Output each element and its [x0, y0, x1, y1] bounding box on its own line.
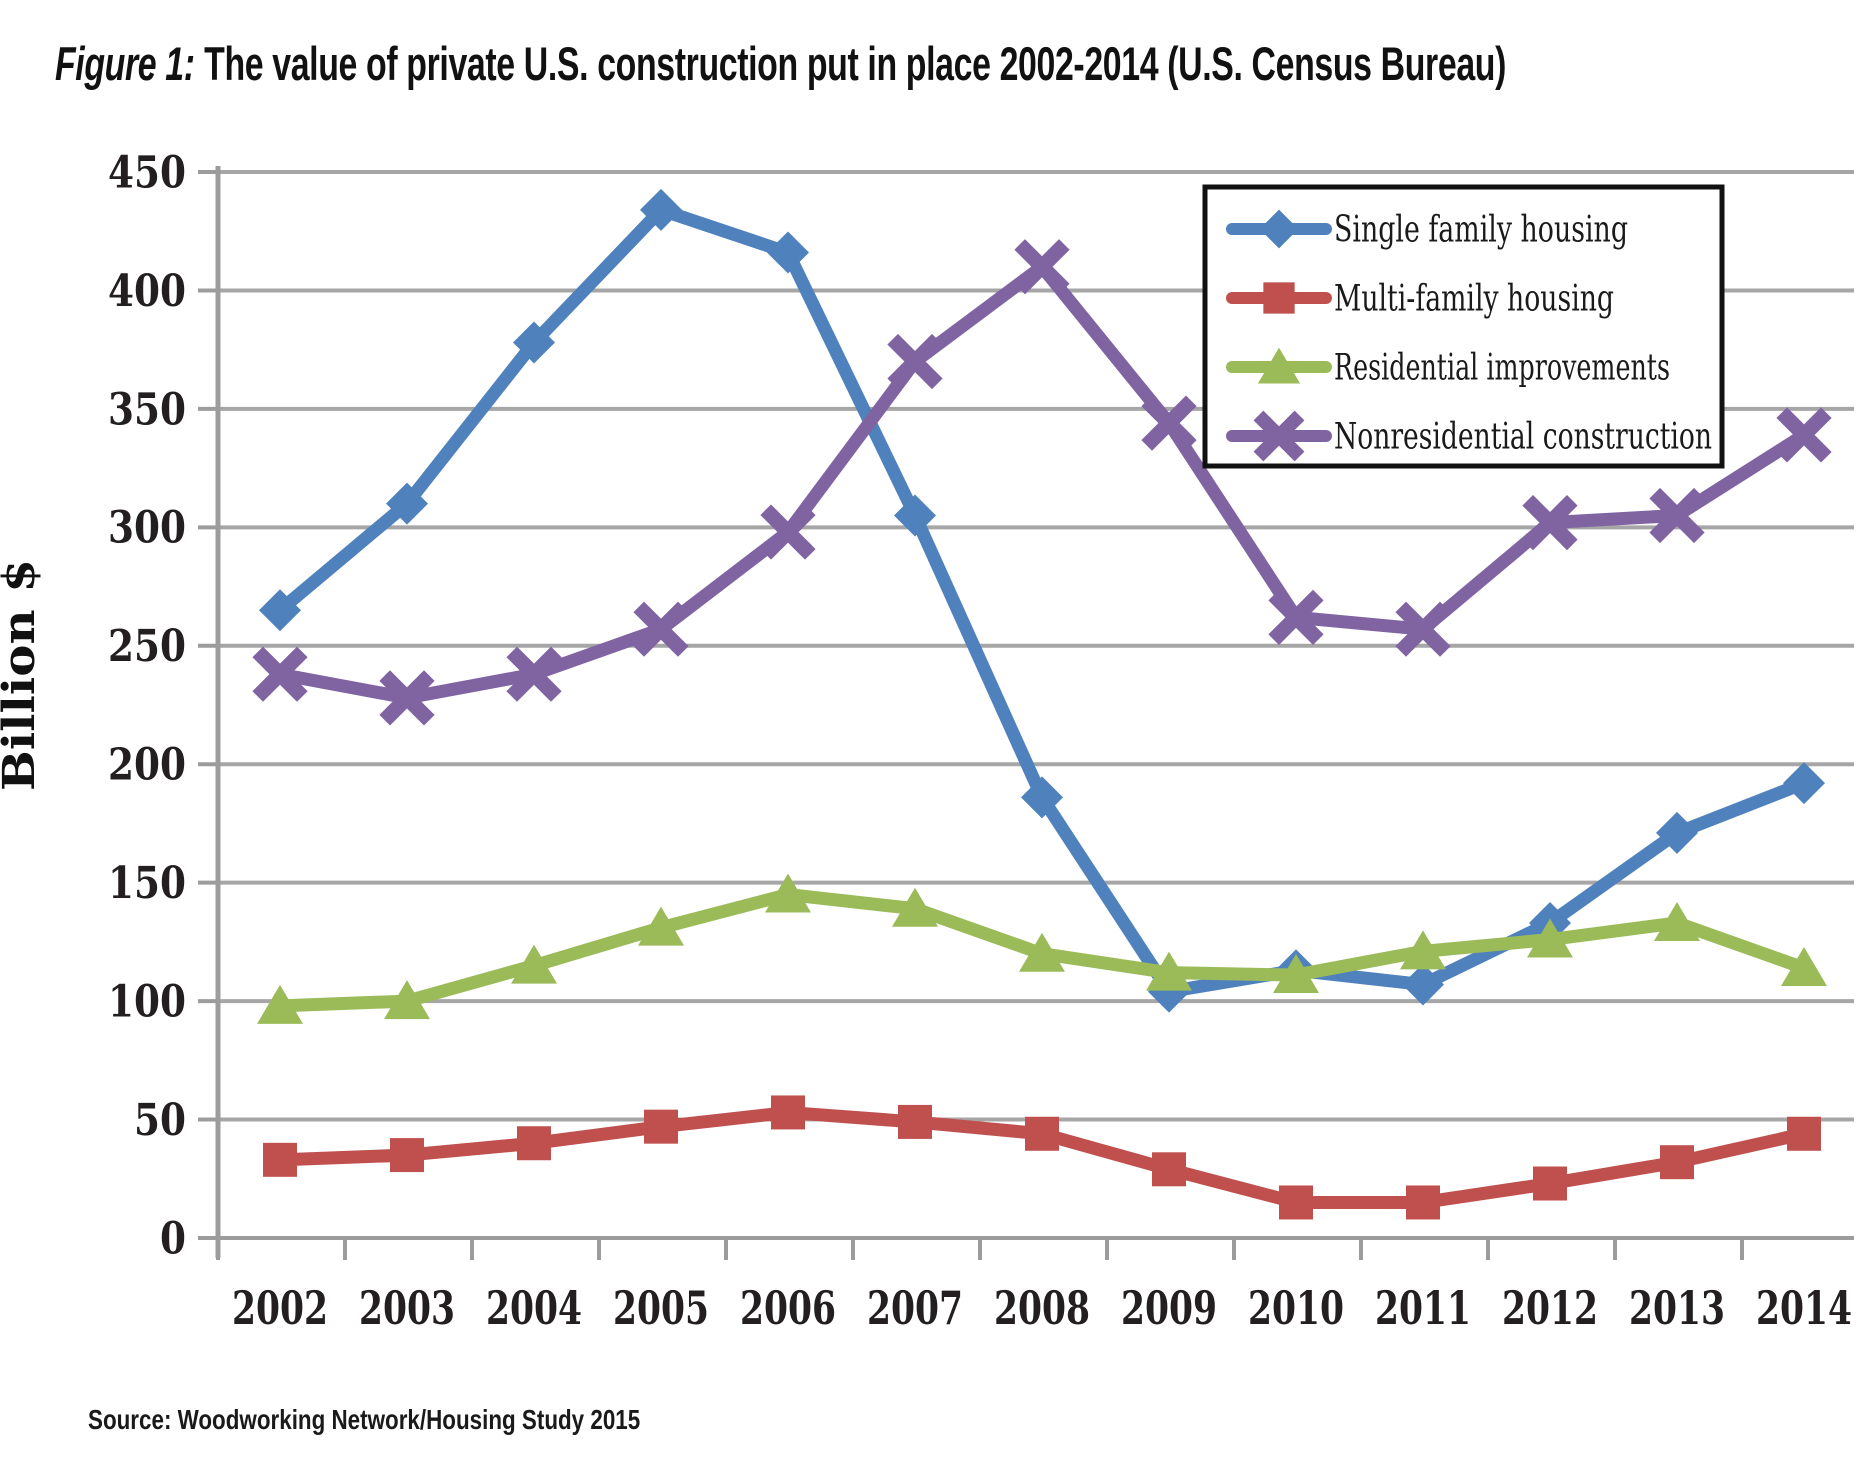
data-point-marker-triangle — [1257, 347, 1301, 384]
data-point-marker-square — [517, 1126, 551, 1161]
data-point-marker-x — [887, 333, 943, 390]
data-point-marker-diamond — [767, 231, 809, 274]
y-tick-label: 0 — [160, 1213, 186, 1264]
data-point-marker-x — [760, 504, 816, 560]
data-point-marker-x — [506, 646, 562, 702]
data-point-marker-x — [1649, 487, 1705, 544]
data-point-marker-triangle — [257, 984, 303, 1024]
data-point-marker-triangle — [1654, 901, 1700, 941]
legend-item-multi-family-housing: Multi-family housing — [1226, 279, 1614, 320]
series-nonresidential-construction — [252, 239, 1832, 726]
x-tick-label: 2005 — [613, 1281, 709, 1335]
data-point-marker-x — [1776, 407, 1832, 463]
y-tick-label: 400 — [108, 266, 186, 317]
data-point-marker-square — [390, 1138, 424, 1173]
y-tick-label: 50 — [134, 1095, 186, 1146]
y-tick-label: 300 — [108, 503, 186, 554]
data-point-marker-diamond — [1021, 776, 1063, 819]
figure-title-text: The value of private U.S. construction p… — [204, 37, 1507, 90]
data-point-marker-diamond — [1656, 811, 1698, 854]
figure-title: Figure 1: The value of private U.S. const… — [55, 36, 1506, 91]
x-tick-label: 2013 — [1629, 1281, 1725, 1335]
x-tick-label: 2012 — [1502, 1281, 1598, 1335]
data-point-marker-square — [1025, 1116, 1059, 1151]
y-tick-label: 350 — [108, 384, 186, 435]
data-point-marker-triangle — [765, 873, 811, 913]
x-tick-label: 2006 — [740, 1281, 836, 1335]
data-point-marker-triangle — [1527, 918, 1573, 958]
x-tick-label: 2008 — [994, 1281, 1090, 1335]
data-point-marker-square — [1406, 1185, 1440, 1220]
data-point-marker-diamond — [640, 188, 682, 231]
data-point-marker-diamond — [513, 321, 555, 364]
data-point-marker-diamond — [1259, 209, 1299, 249]
data-point-marker-x — [633, 601, 689, 657]
data-point-marker-triangle — [1146, 951, 1192, 991]
legend-item-residential-improvements: Residential improvements — [1226, 347, 1670, 389]
y-tick-label: 200 — [108, 740, 186, 791]
data-point-marker-square — [1263, 282, 1295, 314]
y-axis-title: Billion $ — [0, 559, 45, 791]
series-residential-improvements — [257, 873, 1827, 1024]
legend-label: Residential improvements — [1334, 348, 1670, 389]
data-point-marker-x — [1268, 589, 1324, 645]
data-point-marker-x — [1014, 239, 1070, 295]
data-point-marker-triangle — [1781, 946, 1827, 986]
data-point-marker-diamond — [1783, 762, 1825, 805]
legend-label: Multi-family housing — [1334, 279, 1614, 320]
x-tick-label: 2014 — [1756, 1281, 1852, 1335]
series-multi-family-housing — [263, 1095, 1821, 1220]
data-point-marker-triangle — [384, 980, 430, 1020]
x-tick-label: 2011 — [1375, 1281, 1471, 1335]
data-point-marker-triangle — [511, 944, 557, 984]
data-point-marker-triangle — [638, 906, 684, 946]
data-point-marker-triangle — [1019, 932, 1065, 972]
legend-item-nonresidential-construction: Nonresidential construction — [1226, 410, 1712, 462]
legend-label: Nonresidential construction — [1334, 417, 1712, 458]
data-point-marker-diamond — [1402, 963, 1444, 1006]
y-tick-label: 150 — [108, 858, 186, 909]
data-point-marker-square — [771, 1095, 805, 1130]
data-point-marker-triangle — [1273, 954, 1319, 994]
data-point-marker-square — [1152, 1152, 1186, 1187]
data-point-marker-triangle — [1400, 930, 1446, 970]
y-tick-label: 250 — [108, 621, 186, 672]
data-point-marker-x — [252, 646, 308, 702]
x-tick-label: 2007 — [867, 1281, 963, 1335]
data-point-marker-square — [263, 1142, 297, 1177]
source-caption: Source: Woodworking Network/Housing Stud… — [88, 1404, 641, 1435]
data-point-marker-square — [1660, 1145, 1694, 1180]
data-point-marker-square — [898, 1104, 932, 1139]
figure-title-prefix: Figure 1: — [55, 37, 195, 90]
x-tick-label: 2004 — [486, 1281, 582, 1335]
legend-label: Single family housing — [1334, 210, 1628, 251]
data-point-marker-x — [1522, 494, 1578, 551]
legend-item-single-family-housing: Single family housing — [1226, 209, 1628, 251]
x-tick-label: 2003 — [359, 1281, 455, 1335]
legend: Single family housing Multi-family housin… — [1202, 184, 1725, 469]
x-tick-label: 2002 — [232, 1281, 328, 1335]
data-point-marker-diamond — [894, 494, 936, 537]
y-tick-label: 100 — [108, 977, 186, 1028]
data-point-marker-diamond — [386, 482, 428, 525]
data-point-marker-triangle — [892, 887, 938, 927]
data-point-marker-x — [1395, 601, 1451, 657]
data-point-marker-square — [1787, 1116, 1821, 1151]
data-point-marker-x — [379, 670, 435, 726]
y-tick-label: 450 — [108, 147, 186, 198]
x-tick-label: 2010 — [1248, 1281, 1344, 1335]
data-point-marker-square — [1279, 1185, 1313, 1220]
data-point-marker-x — [1141, 395, 1197, 451]
data-point-marker-square — [644, 1109, 678, 1144]
x-tick-label: 2009 — [1121, 1281, 1217, 1335]
data-point-marker-diamond — [259, 589, 301, 632]
data-point-marker-square — [1533, 1166, 1567, 1201]
data-point-marker-x — [1253, 410, 1305, 462]
